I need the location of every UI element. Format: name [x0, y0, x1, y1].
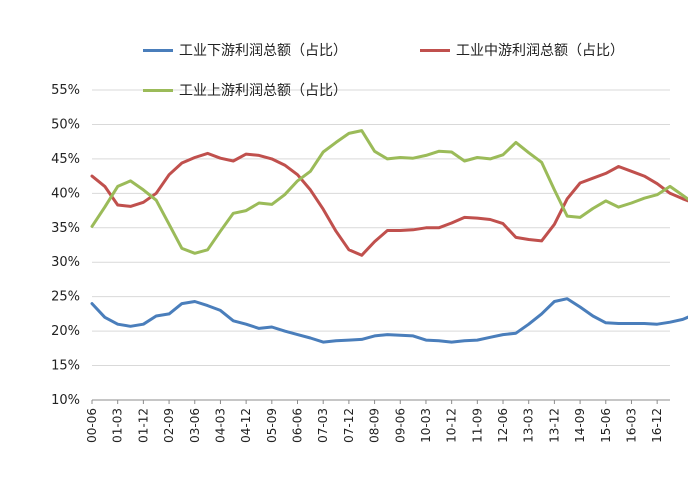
x-tick-label: 01-12 [136, 408, 150, 443]
legend-item-downstream: 工业下游利润总额（占比） [143, 40, 347, 60]
series-lines [90, 129, 688, 344]
x-tick-label: 11-09 [470, 408, 484, 443]
x-tick-label: 04-03 [213, 408, 227, 443]
x-tick-label: 09-06 [393, 408, 407, 443]
x-tick-label: 07-12 [342, 408, 356, 443]
x-tick-label: 16-03 [624, 408, 638, 443]
y-axis-tick-labels: 55% 50% 45% 40% 35% 30% 25% 20% 15% 10% [51, 83, 80, 408]
x-tick-label: 13-12 [547, 408, 561, 443]
series-line-upstream [90, 129, 688, 255]
series-line-midstream [90, 151, 688, 257]
y-tick-label: 10% [51, 393, 80, 408]
legend-item-upstream: 工业上游利润总额（占比） [143, 80, 347, 100]
y-tick-label: 50% [51, 117, 80, 132]
series-line-downstream [90, 297, 688, 344]
x-tick-label: 06-06 [291, 408, 305, 443]
y-tick-label: 30% [51, 255, 80, 270]
x-tick-label: 15-06 [599, 408, 613, 443]
x-tick-label: 13-03 [522, 408, 536, 443]
legend-label-upstream: 工业上游利润总额（占比） [179, 83, 347, 99]
x-axis [91, 399, 670, 404]
legend-swatch-upstream [143, 88, 173, 92]
x-tick-label: 12-06 [496, 408, 510, 443]
x-tick-label: 10-03 [419, 408, 433, 443]
y-tick-label: 45% [51, 152, 80, 167]
x-tick-label: 14-09 [573, 408, 587, 443]
x-tick-label: 05-09 [265, 408, 279, 443]
y-tick-label: 40% [51, 186, 80, 201]
x-tick-label: 00-06 [85, 408, 99, 443]
x-tick-label: 02-09 [162, 408, 176, 443]
x-tick-label: 03-06 [188, 408, 202, 443]
y-tick-label: 35% [51, 221, 80, 236]
x-tick-label: 04-12 [239, 408, 253, 443]
x-tick-label: 08-09 [368, 408, 382, 443]
legend-label-midstream: 工业中游利润总额（占比） [456, 43, 624, 59]
legend-label-downstream: 工业下游利润总额（占比） [179, 43, 347, 59]
y-tick-label: 20% [51, 324, 80, 339]
legend-item-midstream: 工业中游利润总额（占比） [420, 40, 624, 60]
x-axis-tick-labels: 00-06 01-03 01-12 02-09 03-06 04-03 04-12 05-09… [85, 408, 664, 443]
x-tick-label: 07-03 [316, 408, 330, 443]
y-tick-label: 15% [51, 359, 80, 374]
x-tick-label: 10-12 [445, 408, 459, 443]
y-tick-label: 25% [51, 290, 80, 305]
x-tick-label: 01-03 [111, 408, 125, 443]
y-tick-label: 55% [51, 83, 80, 98]
x-tick-label: 16-12 [650, 408, 664, 443]
legend-swatch-downstream [143, 48, 173, 52]
legend-swatch-midstream [420, 48, 450, 52]
